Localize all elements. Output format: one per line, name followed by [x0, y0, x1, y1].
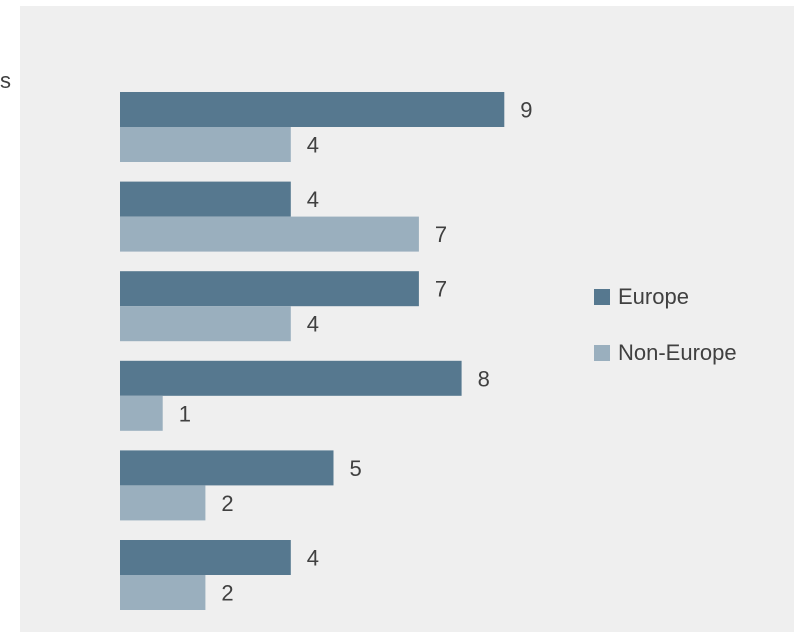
bar-europe-4 — [120, 360, 462, 396]
data-label-europe-4: 8 — [478, 366, 490, 391]
data-label-non-europe-5: 2 — [221, 491, 233, 516]
legend-item-non-europe: Non-Europe — [594, 338, 737, 368]
data-label-non-europe-6: 2 — [221, 581, 233, 606]
data-label-europe-1: 9 — [520, 98, 532, 123]
data-label-non-europe-3: 4 — [307, 312, 319, 337]
bar-europe-3 — [120, 271, 419, 307]
bar-non-europe-2 — [120, 216, 419, 252]
data-label-non-europe-4: 1 — [179, 401, 191, 426]
category-label-fragment: s — [0, 68, 11, 93]
data-label-non-europe-2: 7 — [435, 222, 447, 247]
legend: Europe Non-Europe — [594, 282, 737, 394]
bar-europe-5 — [120, 450, 334, 486]
bar-non-europe-4 — [120, 395, 163, 431]
bar-europe-6 — [120, 540, 291, 575]
bar-europe-1 — [120, 92, 505, 127]
legend-swatch-europe — [594, 289, 610, 305]
legend-label-europe: Europe — [618, 284, 689, 309]
bar-non-europe-5 — [120, 485, 206, 521]
data-label-europe-3: 7 — [435, 277, 447, 302]
data-label-europe-2: 4 — [307, 187, 319, 212]
bar-non-europe-3 — [120, 306, 291, 342]
bar-non-europe-6 — [120, 575, 206, 610]
legend-item-europe: Europe — [594, 282, 737, 312]
data-label-europe-6: 4 — [307, 546, 319, 571]
data-label-europe-5: 5 — [350, 456, 362, 481]
bar-non-europe-1 — [120, 127, 291, 162]
legend-label-non-europe: Non-Europe — [618, 340, 737, 365]
data-label-non-europe-1: 4 — [307, 133, 319, 158]
bar-europe-2 — [120, 181, 291, 217]
legend-swatch-non-europe — [594, 345, 610, 361]
